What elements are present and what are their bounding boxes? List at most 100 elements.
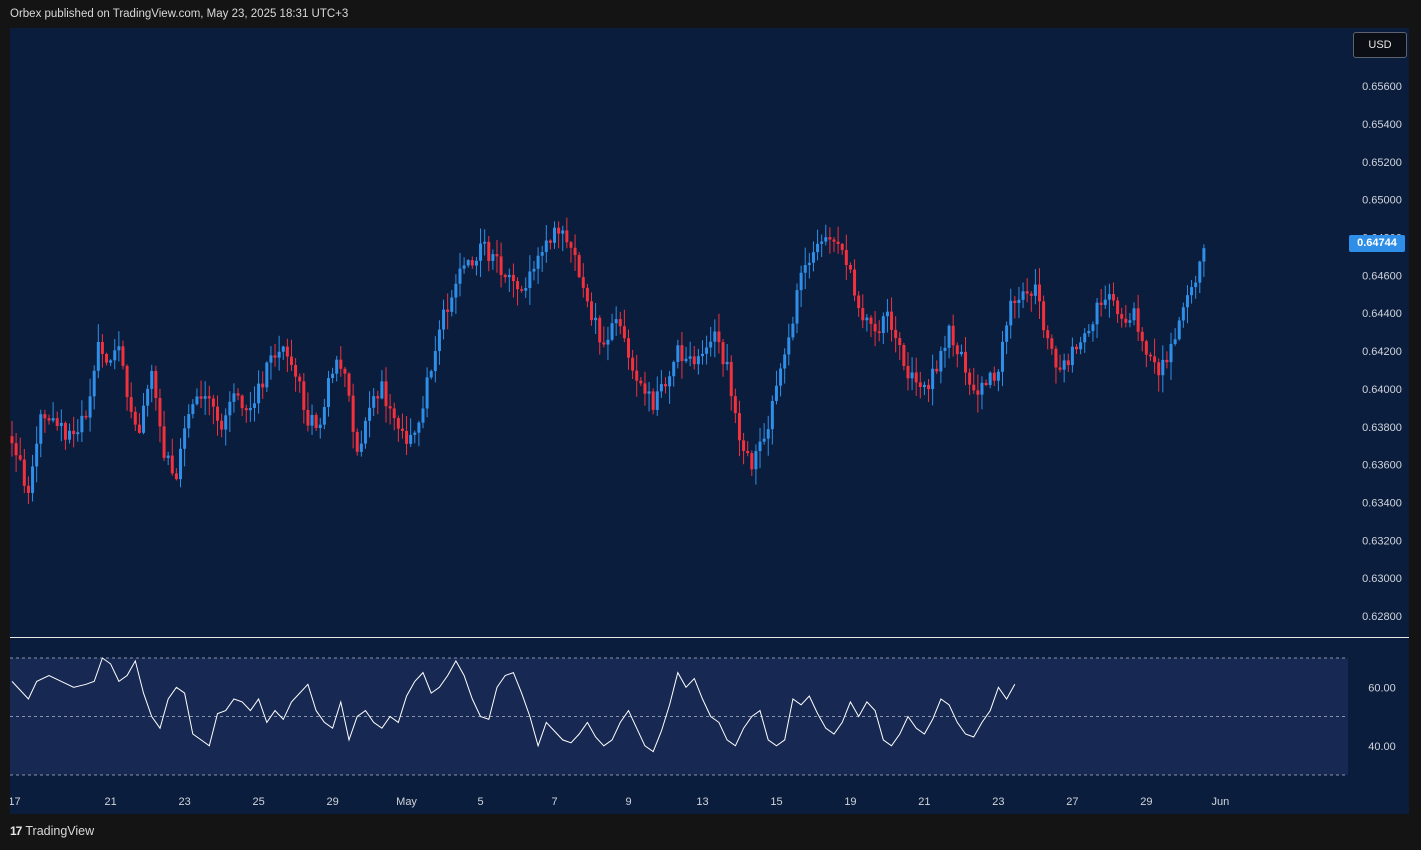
candle-body [228,401,232,416]
candle-body [302,381,306,410]
chart-canvas[interactable]: 0.656000.654000.652000.650000.648000.646… [10,28,1409,814]
candle-body [1087,331,1091,334]
candle-body [705,347,709,354]
candle-body [684,358,688,362]
candle-body [368,407,372,421]
candle-body [203,396,207,399]
candle-body [795,290,799,324]
candle-body [133,411,137,425]
price-tick-label: 0.63400 [1362,497,1402,509]
candle-body [466,260,470,266]
footer-bar: 17 TradingView [0,815,1421,850]
candle-body [51,418,55,421]
candle-body [105,353,109,363]
time-tick-label: 23 [178,796,190,808]
candle-body [388,406,392,409]
candle-body [18,455,22,460]
candle-body [100,341,104,354]
candle-body [68,430,72,440]
candle-body [713,331,717,342]
price-tick-label: 0.64000 [1362,384,1402,396]
candle-body [129,397,133,412]
candle-body [1029,293,1033,296]
candle-body [257,383,261,404]
oscillator-levels [10,657,1348,776]
candle-body [487,241,491,261]
candle-body [922,384,926,387]
oscillator-line [11,657,1016,753]
candle-body [162,426,166,458]
candle-body [668,376,672,387]
candle-body [154,370,158,399]
candle-body [622,326,626,339]
candle-body [261,383,265,388]
candle-body [72,430,76,435]
price-tick-label: 0.65000 [1362,195,1402,207]
candle-body [906,365,910,379]
candle-body [680,345,684,362]
candle-body [298,376,302,382]
candle-body [55,418,59,426]
candle-body [894,329,898,339]
candle-body [31,466,35,493]
candle-body [1116,300,1120,315]
candle-body [836,241,840,244]
candle-body [294,364,298,377]
candle-body [425,377,429,409]
candle-body [413,432,417,435]
candle-body [844,249,848,266]
candle-body [150,370,154,389]
candle-body [142,405,146,433]
candle-body [992,372,996,381]
candle-body [1058,367,1062,370]
price-tick-label: 0.63000 [1362,573,1402,585]
time-tick-label: 29 [326,796,338,808]
candle-body [80,415,84,433]
candle-body [561,230,565,234]
candle-body [964,351,968,373]
candle-body [396,418,400,429]
candle-body [409,434,413,444]
candle-body [955,345,959,355]
candle-body [750,453,754,470]
candle-body [565,230,569,243]
chart-area[interactable]: 0.656000.654000.652000.650000.648000.646… [10,28,1409,814]
candle-body [232,393,236,402]
tradingview-logo-text: TradingView [25,824,95,838]
candle-body [590,301,594,321]
candle-body [380,381,384,399]
candle-body [918,382,922,387]
candle-body [1050,338,1054,349]
price-tick-label: 0.65400 [1362,119,1402,131]
candle-body [758,441,762,452]
candle-body [877,331,881,334]
candle-body [803,265,807,273]
currency-button[interactable]: USD [1353,32,1407,58]
candle-body [240,395,244,409]
candle-body [273,355,277,358]
candle-body [1079,342,1083,350]
candle-body [910,372,914,379]
price-tick-label: 0.63200 [1362,535,1402,547]
candle-body [1009,300,1013,326]
candle-body [76,432,80,435]
candle-body [807,262,811,266]
candle-body [988,372,992,386]
header-bar: Orbex published on TradingView.com, May … [0,0,1421,28]
time-tick-label: Jun [1211,796,1229,808]
candle-body [696,356,700,365]
candle-body [351,395,355,432]
candle-body [450,297,454,312]
time-tick-label: 9 [625,796,631,808]
candle-body [581,277,585,288]
time-tick-label: 21 [105,796,117,808]
tradingview-logo[interactable]: 17 TradingView [10,824,94,838]
oscillator-axis: 60.00 40.00 [1368,682,1396,753]
candle-body [540,252,544,256]
candle-body [507,274,511,278]
candle-body [277,351,281,358]
candle-body [840,243,844,250]
candle-body [474,260,478,266]
candle-body [585,287,589,302]
time-tick-label: 25 [252,796,264,808]
